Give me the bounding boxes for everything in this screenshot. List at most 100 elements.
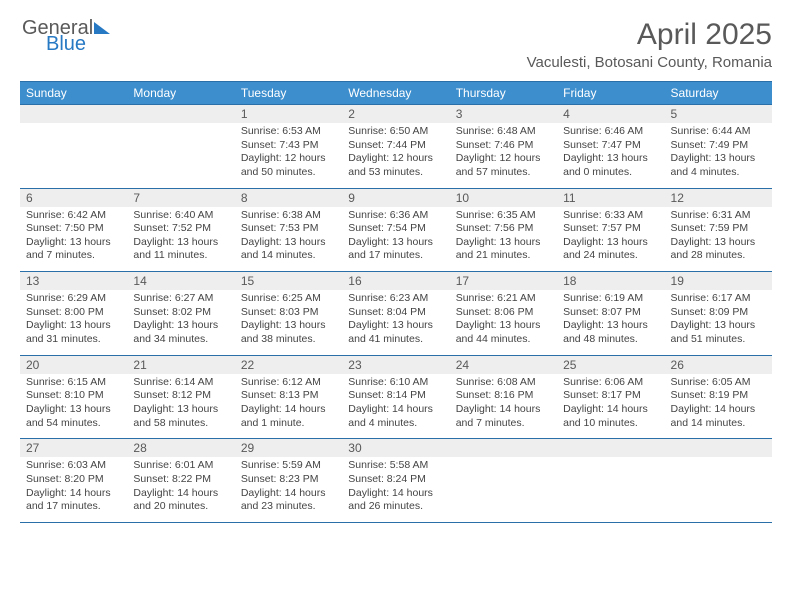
sunrise-label: Sunrise: xyxy=(133,209,172,221)
sunrise-value: 6:48 AM xyxy=(497,125,536,137)
day-detail: Sunrise: 6:25 AMSunset: 8:03 PMDaylight:… xyxy=(235,290,342,355)
day-number: 17 xyxy=(450,272,557,290)
day-cell: 11Sunrise: 6:33 AMSunset: 7:57 PMDayligh… xyxy=(557,188,664,272)
daylight-label: Daylight: xyxy=(348,403,389,415)
sunset-label: Sunset: xyxy=(26,473,62,485)
day-cell xyxy=(450,439,557,523)
sunrise-value: 6:23 AM xyxy=(390,292,429,304)
sunrise-label: Sunrise: xyxy=(241,292,280,304)
daylight-label: Daylight: xyxy=(26,236,67,248)
sunset-label: Sunset: xyxy=(26,222,62,234)
daylight-label: Daylight: xyxy=(671,319,712,331)
daylight-label: Daylight: xyxy=(241,487,282,499)
day-header-row: Sunday Monday Tuesday Wednesday Thursday… xyxy=(20,82,772,105)
day-number: 20 xyxy=(20,356,127,374)
day-detail: Sunrise: 6:23 AMSunset: 8:04 PMDaylight:… xyxy=(342,290,449,355)
dayhead-friday: Friday xyxy=(557,82,664,105)
day-cell: 10Sunrise: 6:35 AMSunset: 7:56 PMDayligh… xyxy=(450,188,557,272)
day-number: 11 xyxy=(557,189,664,207)
sunset-value: 7:54 PM xyxy=(387,222,426,234)
day-number: 15 xyxy=(235,272,342,290)
day-number: 3 xyxy=(450,105,557,123)
daylight-label: Daylight: xyxy=(133,236,174,248)
sunrise-label: Sunrise: xyxy=(241,459,280,471)
sunset-value: 7:47 PM xyxy=(602,139,641,151)
day-cell xyxy=(557,439,664,523)
daylight-label: Daylight: xyxy=(133,319,174,331)
daylight-label: Daylight: xyxy=(456,403,497,415)
sunrise-value: 6:31 AM xyxy=(712,209,751,221)
sunrise-label: Sunrise: xyxy=(133,459,172,471)
day-number: 30 xyxy=(342,439,449,457)
sunrise-value: 6:53 AM xyxy=(282,125,321,137)
sunrise-value: 6:38 AM xyxy=(282,209,321,221)
sunrise-value: 6:19 AM xyxy=(605,292,644,304)
day-detail: Sunrise: 6:03 AMSunset: 8:20 PMDaylight:… xyxy=(20,457,127,522)
day-cell: 22Sunrise: 6:12 AMSunset: 8:13 PMDayligh… xyxy=(235,355,342,439)
day-cell: 17Sunrise: 6:21 AMSunset: 8:06 PMDayligh… xyxy=(450,272,557,356)
sunset-label: Sunset: xyxy=(563,222,599,234)
day-detail xyxy=(20,123,127,183)
day-cell: 23Sunrise: 6:10 AMSunset: 8:14 PMDayligh… xyxy=(342,355,449,439)
week-row: 13Sunrise: 6:29 AMSunset: 8:00 PMDayligh… xyxy=(20,272,772,356)
sunrise-label: Sunrise: xyxy=(671,125,710,137)
sunrise-label: Sunrise: xyxy=(563,292,602,304)
sunset-label: Sunset: xyxy=(348,139,384,151)
sunset-label: Sunset: xyxy=(563,389,599,401)
day-detail xyxy=(665,457,772,517)
day-detail: Sunrise: 6:35 AMSunset: 7:56 PMDaylight:… xyxy=(450,207,557,272)
week-row: 20Sunrise: 6:15 AMSunset: 8:10 PMDayligh… xyxy=(20,355,772,439)
day-number: 5 xyxy=(665,105,772,123)
day-detail xyxy=(450,457,557,517)
daylight-label: Daylight: xyxy=(241,236,282,248)
sunset-value: 7:59 PM xyxy=(709,222,748,234)
logo: General Blue xyxy=(20,18,112,57)
sunrise-label: Sunrise: xyxy=(671,292,710,304)
day-cell: 27Sunrise: 6:03 AMSunset: 8:20 PMDayligh… xyxy=(20,439,127,523)
sunrise-label: Sunrise: xyxy=(241,209,280,221)
daylight-label: Daylight: xyxy=(456,319,497,331)
daylight-label: Daylight: xyxy=(241,152,282,164)
sunset-value: 8:23 PM xyxy=(279,473,318,485)
sunrise-value: 6:14 AM xyxy=(175,376,214,388)
sunset-value: 7:49 PM xyxy=(709,139,748,151)
sunset-value: 7:50 PM xyxy=(65,222,104,234)
sunset-label: Sunset: xyxy=(241,473,277,485)
sunrise-label: Sunrise: xyxy=(671,376,710,388)
daylight-label: Daylight: xyxy=(456,152,497,164)
day-number: 1 xyxy=(235,105,342,123)
sunrise-label: Sunrise: xyxy=(241,376,280,388)
sunrise-label: Sunrise: xyxy=(456,376,495,388)
day-number xyxy=(665,439,772,457)
day-cell: 30Sunrise: 5:58 AMSunset: 8:24 PMDayligh… xyxy=(342,439,449,523)
sunset-value: 8:10 PM xyxy=(65,389,104,401)
sunrise-label: Sunrise: xyxy=(563,209,602,221)
sunset-label: Sunset: xyxy=(133,473,169,485)
sunset-label: Sunset: xyxy=(563,306,599,318)
day-detail xyxy=(127,123,234,183)
sunset-label: Sunset: xyxy=(241,139,277,151)
sunset-label: Sunset: xyxy=(26,389,62,401)
daylight-label: Daylight: xyxy=(671,236,712,248)
sunrise-label: Sunrise: xyxy=(26,209,65,221)
day-number: 12 xyxy=(665,189,772,207)
sunset-label: Sunset: xyxy=(241,306,277,318)
sunrise-value: 6:01 AM xyxy=(175,459,214,471)
day-cell: 12Sunrise: 6:31 AMSunset: 7:59 PMDayligh… xyxy=(665,188,772,272)
day-cell: 4Sunrise: 6:46 AMSunset: 7:47 PMDaylight… xyxy=(557,105,664,189)
sunset-label: Sunset: xyxy=(133,222,169,234)
sunset-label: Sunset: xyxy=(456,139,492,151)
daylight-label: Daylight: xyxy=(563,319,604,331)
sunset-label: Sunset: xyxy=(671,306,707,318)
sunrise-label: Sunrise: xyxy=(26,459,65,471)
sunset-value: 8:13 PM xyxy=(279,389,318,401)
day-number: 2 xyxy=(342,105,449,123)
day-detail: Sunrise: 6:36 AMSunset: 7:54 PMDaylight:… xyxy=(342,207,449,272)
day-number: 21 xyxy=(127,356,234,374)
day-cell: 25Sunrise: 6:06 AMSunset: 8:17 PMDayligh… xyxy=(557,355,664,439)
sunrise-value: 6:21 AM xyxy=(497,292,536,304)
sunset-value: 7:52 PM xyxy=(172,222,211,234)
sunset-label: Sunset: xyxy=(241,222,277,234)
day-number: 27 xyxy=(20,439,127,457)
day-cell xyxy=(20,105,127,189)
